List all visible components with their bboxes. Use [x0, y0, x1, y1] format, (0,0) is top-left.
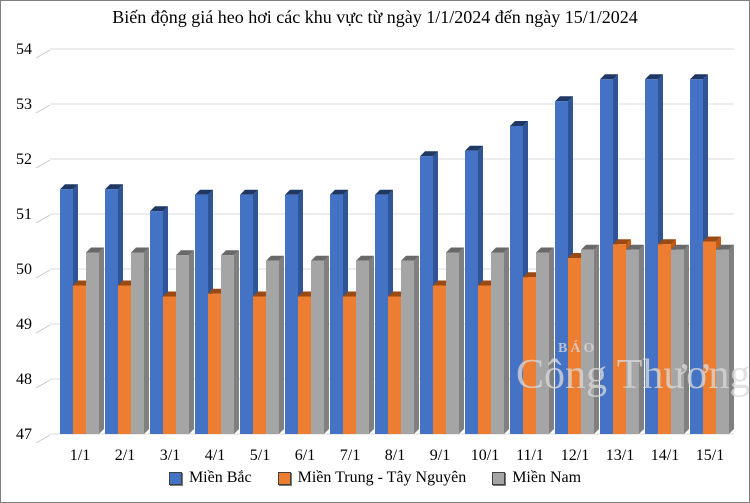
svg-text:2/1: 2/1 [115, 447, 135, 464]
series-2-bars [86, 244, 734, 434]
bar [491, 247, 509, 434]
svg-text:11/1: 11/1 [516, 447, 544, 464]
svg-text:48: 48 [16, 371, 32, 388]
svg-text:15/1: 15/1 [696, 447, 724, 464]
bar [131, 247, 149, 434]
legend-swatch-mien-nam [492, 471, 506, 485]
legend-item-mien-bac: Miền Bắc [168, 469, 252, 487]
svg-text:6/1: 6/1 [295, 447, 315, 464]
svg-text:51: 51 [16, 206, 32, 223]
svg-text:10/1: 10/1 [471, 447, 499, 464]
svg-text:47: 47 [16, 426, 32, 443]
bar [671, 244, 689, 434]
svg-text:50: 50 [16, 261, 32, 278]
svg-text:4/1: 4/1 [205, 447, 225, 464]
bar [716, 244, 734, 434]
bar [581, 244, 599, 434]
svg-text:52: 52 [16, 151, 32, 168]
svg-text:9/1: 9/1 [430, 447, 450, 464]
svg-text:49: 49 [16, 316, 32, 333]
svg-text:13/1: 13/1 [606, 447, 634, 464]
bar [356, 255, 374, 434]
series-1-bars [73, 236, 721, 434]
bar [401, 255, 419, 434]
svg-text:54: 54 [16, 41, 32, 58]
svg-text:3/1: 3/1 [160, 447, 180, 464]
bar [536, 247, 554, 434]
bar [221, 250, 239, 434]
svg-text:53: 53 [16, 96, 32, 113]
bar [311, 255, 329, 434]
legend-label-mien-trung-tay-nguyen: Miền Trung - Tây Nguyên [297, 469, 467, 486]
bar [626, 244, 644, 434]
y-axis-labels: 47 48 49 50 51 52 53 54 [16, 41, 32, 443]
svg-text:7/1: 7/1 [340, 447, 360, 464]
bar [266, 255, 284, 434]
svg-text:12/1: 12/1 [561, 447, 589, 464]
bar [86, 247, 104, 434]
legend-label-mien-nam: Miền Nam [512, 469, 582, 486]
series-0-bars [60, 74, 708, 434]
bar [446, 247, 464, 434]
legend-item-mien-trung-tay-nguyen: Miền Trung - Tây Nguyên [277, 469, 467, 487]
legend-swatch-mien-bac [168, 471, 182, 485]
x-axis-labels: 1/1 2/1 3/1 4/1 5/1 6/1 7/1 8/1 9/1 10/1 11/1 12/1 1… [70, 447, 724, 464]
legend-item-mien-nam: Miền Nam [492, 469, 581, 487]
svg-text:5/1: 5/1 [250, 447, 270, 464]
svg-text:14/1: 14/1 [651, 447, 679, 464]
y-axis-ticks [35, 49, 51, 444]
svg-text:8/1: 8/1 [385, 447, 405, 464]
svg-text:1/1: 1/1 [70, 447, 90, 464]
legend-label-mien-bac: Miền Bắc [188, 469, 252, 486]
chart-title: Biến động giá heo hơi các khu vực từ ngà… [112, 7, 638, 27]
legend-swatch-mien-trung-tay-nguyen [277, 471, 291, 485]
bar [176, 250, 194, 434]
chart-legend: Miền Bắc Miền Trung - Tây Nguyên Miền Na… [1, 469, 749, 487]
